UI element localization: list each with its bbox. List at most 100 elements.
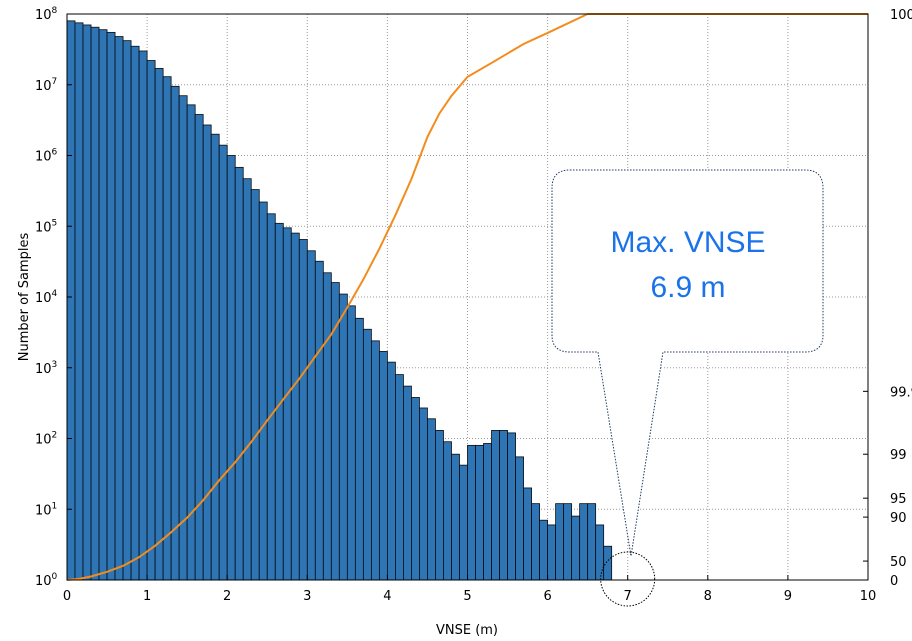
x-tick-label: 5 [463,589,471,604]
histogram-bar [242,178,252,581]
histogram-bar [435,430,444,581]
x-tick-label: 3 [303,589,311,604]
histogram-bar [170,85,180,581]
callout-bubble [551,169,824,557]
histogram-bar [266,213,276,581]
histogram-bar [507,432,516,581]
x-tick-label: 7 [624,589,632,604]
histogram-bar [194,114,204,581]
right-tick-label: 90 [890,511,907,526]
histogram-bar [146,60,156,581]
histogram-bar [555,503,565,581]
histogram-bar [467,444,476,581]
histogram-bars [66,20,613,581]
histogram-bar [338,293,348,581]
histogram-bar [595,524,605,581]
right-tick-label: 0 [890,574,898,589]
histogram-bar [547,524,557,581]
histogram-bar [362,328,372,581]
histogram-bar [411,397,420,581]
histogram-bar [226,155,236,581]
histogram-bar [419,407,428,581]
histogram-bar [298,239,308,581]
x-tick-label: 9 [784,589,792,604]
x-tick-label: 10 [860,589,877,604]
histogram-bar [66,20,76,581]
histogram-bar [386,361,396,581]
y-axis-ticks: 100 101 102 103 104 105 106 107 108 [35,6,72,589]
histogram-bar [378,351,388,581]
histogram-bar [515,456,524,581]
y-tick-label: 107 [35,77,57,94]
histogram-bar [82,24,92,581]
histogram-bar [475,444,484,581]
histogram-bar [459,464,468,581]
histogram-bar [74,22,84,581]
histogram-bar [210,133,220,581]
x-tick-label: 0 [63,589,71,604]
histogram-bar [346,305,356,581]
right-tick-label: 99.9 [890,385,912,400]
histogram-bar [579,503,589,581]
histogram-bar [451,453,460,581]
y-tick-label: 101 [35,501,57,518]
right-tick-label: 95 [890,492,907,507]
right-tick-label: 50 [890,555,907,570]
x-tick-label: 6 [543,589,551,604]
x-tick-label: 2 [223,589,231,604]
x-tick-label: 8 [704,589,712,604]
histogram-bar [98,29,108,581]
histogram-bar [130,45,140,581]
right-axis-ticks: 0 50 90 95 99 99.9 100 [863,8,912,589]
max-vnse-callout: Max. VNSE 6.9 m [551,169,824,607]
histogram-bar [250,189,260,581]
right-tick-label: 99 [890,448,907,463]
y-tick-label: 100 [35,572,58,589]
histogram-bar [531,503,540,581]
histogram-bar [122,40,132,581]
histogram-bar [258,201,268,581]
histogram-bar [234,166,244,581]
histogram-bar [290,232,300,581]
x-axis-ticks: 0 1 2 3 4 5 6 7 8 9 10 [63,575,876,604]
callout-value: 6.9 m [650,271,725,304]
histogram-bar [403,385,412,581]
y-tick-label: 105 [35,218,57,235]
histogram-bar [306,250,316,581]
histogram-bar [314,260,324,581]
histogram-bar [427,418,436,581]
histogram-bar [154,68,164,581]
histogram-bar [571,515,581,581]
histogram-bar [563,503,573,581]
histogram-bar [491,430,500,581]
histogram-bar [202,124,212,581]
histogram-bar [587,503,597,581]
histogram-bar [186,104,196,581]
histogram-bar [539,519,549,581]
histogram-bar [443,441,452,581]
histogram-bar [603,545,613,581]
histogram-bar [138,50,148,581]
x-tick-label: 1 [143,589,151,604]
histogram-bar [354,317,364,581]
right-tick-label: 100 [890,8,912,23]
histogram-bar [395,374,404,581]
x-axis-label: VNSE (m) [436,623,498,638]
histogram-bar [114,36,124,581]
cumulative-percent-line [66,13,868,581]
max-value-marker-circle [600,551,656,607]
y-tick-label: 103 [35,360,57,377]
histogram-bar [483,443,492,581]
histogram-bar [162,76,172,581]
y-axis-label: Number of Samples [17,233,32,362]
y-tick-label: 104 [35,289,58,306]
callout-title: Max. VNSE [610,226,765,259]
histogram-bar [90,26,100,581]
x-tick-label: 4 [383,589,391,604]
histogram-bar [218,144,228,581]
histogram-bar [370,340,380,581]
y-tick-label: 102 [35,431,57,448]
y-tick-label: 106 [35,148,58,165]
histogram-bar [178,95,188,581]
